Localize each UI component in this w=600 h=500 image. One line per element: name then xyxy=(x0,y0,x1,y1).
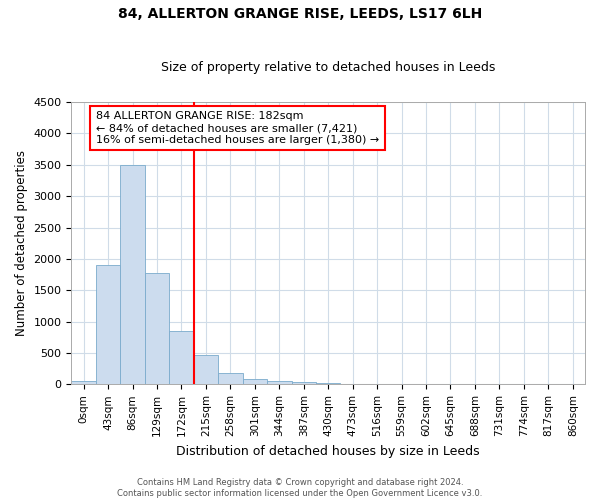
Bar xyxy=(71,381,96,384)
Bar xyxy=(242,378,267,384)
Title: Size of property relative to detached houses in Leeds: Size of property relative to detached ho… xyxy=(161,62,496,74)
Text: Contains HM Land Registry data © Crown copyright and database right 2024.
Contai: Contains HM Land Registry data © Crown c… xyxy=(118,478,482,498)
Bar xyxy=(316,383,340,384)
Y-axis label: Number of detached properties: Number of detached properties xyxy=(15,150,28,336)
Bar xyxy=(145,272,169,384)
Bar xyxy=(292,382,316,384)
Bar xyxy=(169,331,194,384)
Text: 84, ALLERTON GRANGE RISE, LEEDS, LS17 6LH: 84, ALLERTON GRANGE RISE, LEEDS, LS17 6L… xyxy=(118,8,482,22)
Bar xyxy=(96,265,121,384)
X-axis label: Distribution of detached houses by size in Leeds: Distribution of detached houses by size … xyxy=(176,444,480,458)
Bar xyxy=(194,356,218,384)
Bar xyxy=(121,165,145,384)
Bar xyxy=(267,381,292,384)
Text: 84 ALLERTON GRANGE RISE: 182sqm
← 84% of detached houses are smaller (7,421)
16%: 84 ALLERTON GRANGE RISE: 182sqm ← 84% of… xyxy=(96,112,379,144)
Bar xyxy=(218,374,242,384)
